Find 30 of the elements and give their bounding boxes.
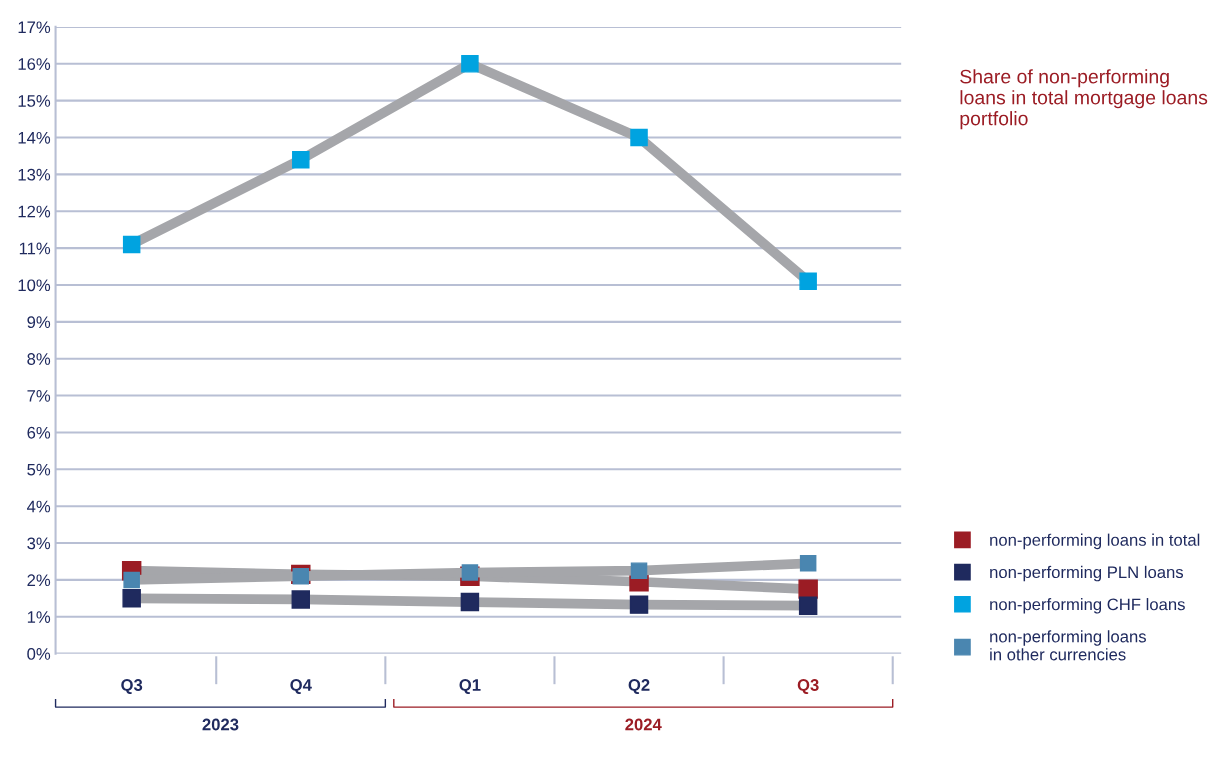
x-tick-label: Q3 — [121, 679, 143, 695]
y-tick-label: 17% — [18, 21, 51, 34]
legend-label: non-performing loans in other currencies — [990, 630, 1146, 661]
y-tick-label: 5% — [27, 463, 51, 476]
text: Share of non-performing loans in total mortgage loans portfolio — [960, 69, 1208, 130]
y-tick-label: 2% — [27, 574, 51, 587]
text: 2024 — [625, 718, 662, 731]
x-tick-label: Q2 — [628, 679, 650, 695]
y-tick-label: 7% — [27, 390, 51, 402]
y-tick-label: 8% — [27, 353, 51, 365]
y-tick-label: 12% — [18, 205, 51, 218]
legend-label: non-performing CHF loans — [990, 598, 1185, 614]
y-tick-label: 13% — [18, 168, 51, 181]
legend-label: non-performing PLN loans — [990, 565, 1184, 582]
x-tick-label: Q4 — [290, 679, 312, 695]
legend-label: non-performing loans in total — [990, 533, 1200, 550]
y-tick-label: 1% — [27, 611, 51, 623]
y-tick-label: 16% — [18, 58, 51, 70]
y-tick-label: 14% — [18, 131, 51, 144]
y-tick-label: 4% — [27, 500, 51, 513]
x-tick-label: Q3 — [797, 679, 819, 695]
y-tick-label: 10% — [18, 279, 51, 292]
text: 2023 — [202, 718, 239, 731]
y-tick-label: 0% — [27, 648, 51, 660]
y-tick-label: 15% — [18, 95, 51, 107]
x-tick-label: Q1 — [459, 679, 481, 695]
y-tick-label: 9% — [27, 316, 51, 329]
y-tick-label: 6% — [27, 426, 51, 439]
y-tick-label: 11% — [19, 242, 51, 255]
y-tick-label: 3% — [27, 537, 51, 550]
